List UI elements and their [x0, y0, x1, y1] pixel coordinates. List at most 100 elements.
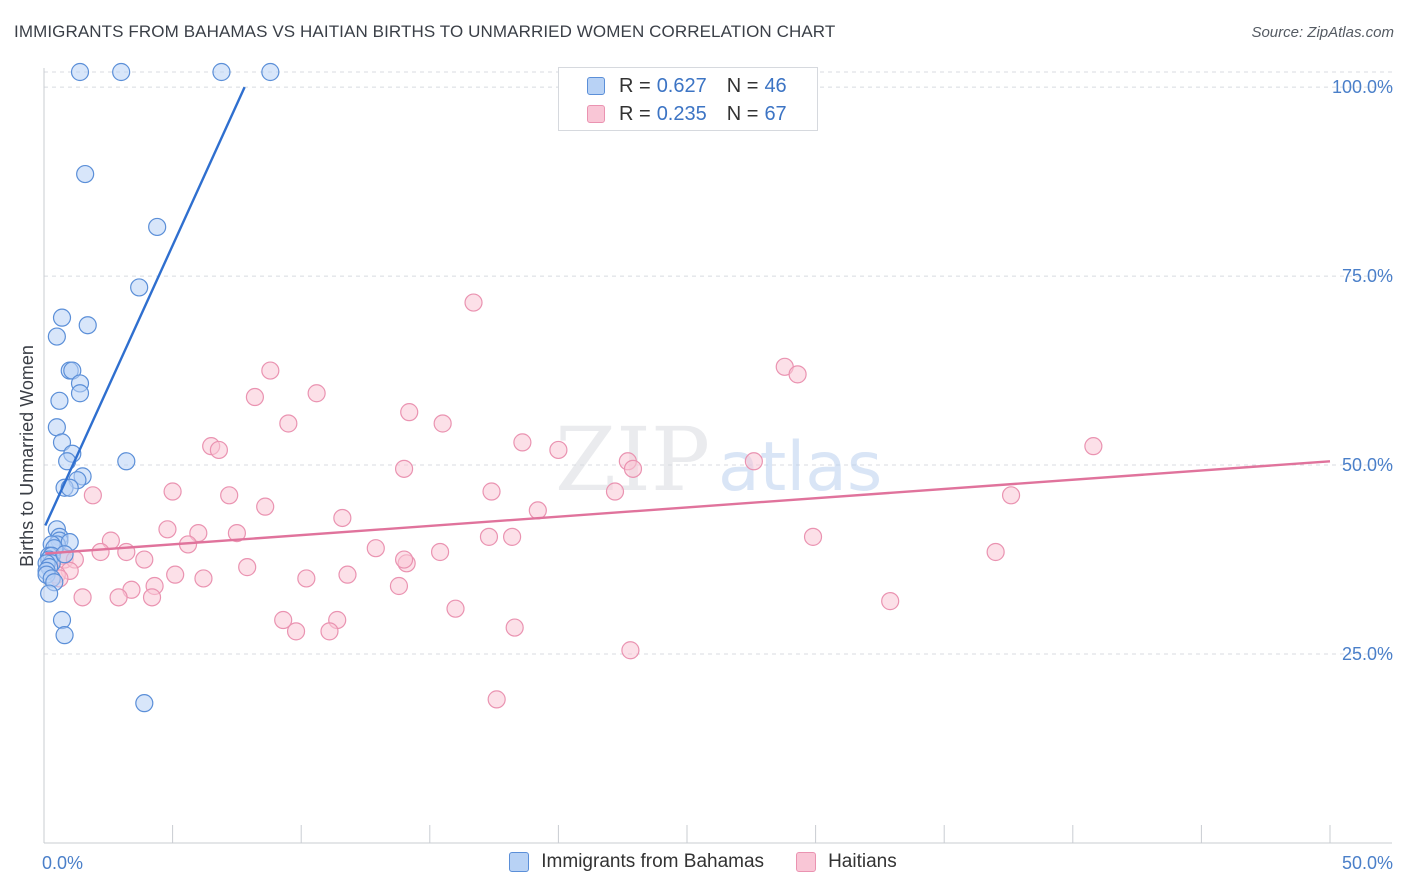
point-haitians: [135, 550, 154, 569]
point-haitians: [881, 592, 900, 611]
x-axis-ticks: 0.0% 50.0%: [42, 853, 1393, 873]
point-haitians: [505, 618, 524, 637]
legend-row-haitians: R = 0.235 N = 67: [587, 101, 787, 127]
y-axis-label: Births to Unmarried Women: [17, 345, 37, 567]
point-haitians: [163, 482, 182, 501]
point-haitians: [286, 622, 306, 641]
trend-line-haitians: [45, 460, 1331, 555]
point-bahamas: [50, 391, 69, 410]
point-haitians: [487, 690, 506, 709]
chart-title: IMMIGRANTS FROM BAHAMAS VS HAITIAN BIRTH…: [14, 22, 836, 41]
legend-label-bahamas: Immigrants from Bahamas: [541, 851, 765, 872]
point-haitians: [482, 482, 501, 501]
point-haitians: [297, 569, 316, 588]
point-haitians: [986, 542, 1005, 562]
point-bahamas: [78, 316, 97, 335]
legend-r-label: R =: [619, 74, 651, 97]
legend-swatch-bahamas: [509, 852, 530, 872]
point-bahamas: [47, 327, 66, 346]
point-bahamas: [70, 384, 90, 403]
point-haitians: [605, 482, 625, 501]
point-haitians: [333, 508, 352, 528]
point-haitians: [279, 414, 298, 433]
trend-lines: [44, 86, 1331, 555]
point-bahamas: [52, 433, 72, 452]
series-bahamas: [37, 62, 280, 713]
point-haitians: [621, 641, 640, 660]
series-haitians: [47, 293, 1103, 709]
legend-swatch-haitians: [587, 105, 605, 123]
point-bahamas: [135, 694, 154, 713]
legend-row-bahamas: R = 0.627 N = 46: [587, 73, 787, 99]
point-haitians: [464, 293, 483, 312]
point-haitians: [446, 599, 465, 618]
point-haitians: [430, 542, 450, 562]
point-haitians: [109, 588, 128, 607]
legend-item-haitians[interactable]: Haitians: [796, 851, 897, 873]
stats-legend: R = 0.627 N = 46 R = 0.235 N = 67: [558, 67, 818, 131]
point-haitians: [245, 387, 265, 407]
point-haitians: [261, 361, 280, 380]
legend-n-value: 67: [764, 102, 787, 125]
point-haitians: [158, 520, 177, 539]
point-bahamas: [55, 626, 74, 645]
legend-n-value: 46: [764, 74, 787, 97]
legend-r-label: R =: [619, 102, 651, 125]
legend-label-haitians: Haitians: [828, 851, 897, 872]
point-haitians: [394, 550, 414, 569]
point-haitians: [209, 440, 228, 460]
point-haitians: [256, 497, 275, 516]
legend-n-label: N =: [726, 102, 759, 125]
point-haitians: [479, 527, 499, 546]
point-bahamas: [117, 452, 136, 471]
point-haitians: [320, 622, 339, 641]
point-bahamas: [212, 62, 231, 82]
point-haitians: [366, 539, 385, 558]
point-haitians: [91, 542, 110, 562]
point-bahamas: [148, 217, 167, 237]
y-tick-label: 100.0%: [1332, 77, 1393, 97]
point-haitians: [220, 486, 239, 505]
legend-swatch-bahamas: [587, 77, 605, 95]
point-bahamas: [76, 164, 95, 184]
point-haitians: [623, 459, 643, 478]
legend-swatch-haitians: [796, 852, 817, 872]
watermark-atlas: atlas: [718, 428, 882, 507]
point-haitians: [338, 565, 357, 584]
point-haitians: [166, 565, 185, 584]
point-bahamas: [52, 308, 72, 327]
point-bahamas: [70, 62, 90, 82]
point-bahamas: [52, 610, 72, 630]
point-haitians: [274, 610, 293, 630]
watermark: ZIP atlas: [555, 408, 882, 511]
point-haitians: [83, 486, 102, 505]
point-haitians: [433, 414, 452, 433]
point-bahamas: [40, 584, 59, 603]
point-haitians: [528, 501, 547, 520]
point-bahamas: [261, 62, 280, 82]
y-axis-ticks: 25.0% 50.0% 75.0% 100.0%: [1332, 77, 1393, 664]
axes: [43, 68, 1392, 844]
point-haitians: [73, 588, 92, 607]
trend-line-bahamas: [44, 86, 246, 527]
point-bahamas: [112, 62, 131, 82]
point-bahamas: [55, 545, 74, 564]
point-haitians: [238, 558, 257, 577]
point-haitians: [117, 542, 136, 562]
point-haitians: [400, 403, 419, 422]
x-tick-label: 0.0%: [42, 853, 83, 873]
legend-r-value: 0.627: [656, 74, 707, 97]
point-haitians: [389, 576, 409, 596]
legend-item-bahamas[interactable]: Immigrants from Bahamas: [509, 851, 764, 873]
point-haitians: [1001, 486, 1021, 505]
point-haitians: [744, 452, 763, 471]
point-haitians: [142, 588, 162, 607]
y-tick-label: 50.0%: [1342, 455, 1393, 475]
x-tick-label: 50.0%: [1342, 853, 1393, 873]
point-bahamas: [47, 418, 66, 437]
point-haitians: [1084, 437, 1103, 456]
point-haitians: [513, 433, 532, 452]
series-legend: Immigrants from Bahamas Haitians: [0, 851, 1406, 873]
y-tick-label: 75.0%: [1342, 266, 1393, 286]
